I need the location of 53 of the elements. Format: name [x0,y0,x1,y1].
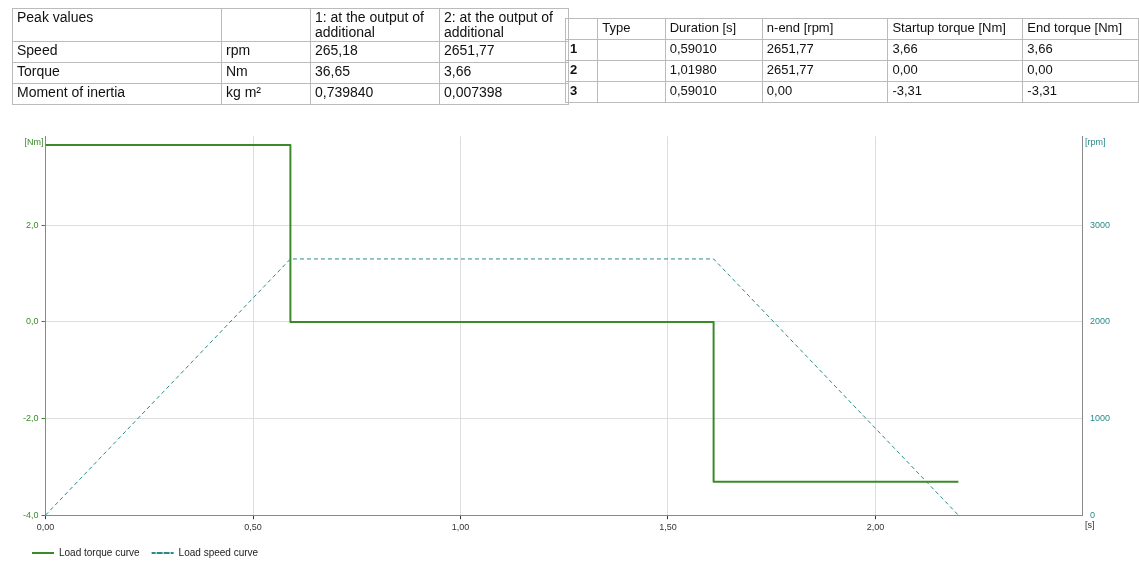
text: 3,66 [439,62,569,84]
text: Moment of inertia [12,83,222,105]
text: 3,66 [887,39,1023,61]
text: 36,65 [310,62,440,84]
text: 2: at the output of additional [439,8,569,42]
text: 0,59010 [665,81,763,103]
text: 1: at the output of additional [310,8,440,42]
text: Startup torque [Nm] [887,18,1023,40]
text: -3,31 [1022,81,1139,103]
y2-tick-label: 2000 [1089,316,1111,327]
y2-tick-label: 3000 [1089,219,1111,230]
text: 1,01980 [665,60,763,82]
text: Type [597,18,666,40]
y-tick-label: -2,0 [22,413,39,424]
text: kg m² [221,83,311,105]
y2-tick-label: 0 [1089,509,1095,520]
text: 0,00 [887,60,1023,82]
text: n-end [rpm] [762,18,888,40]
text: rpm [221,41,311,63]
y2-tick-label: 1000 [1089,413,1111,424]
text: 2 [565,60,598,82]
text: 1 [565,39,598,61]
text: 0,007398 [439,83,569,105]
legend-label: Load torque curve [59,546,141,558]
text: Duration [s] [665,18,763,40]
x-tick-label: 0,50 [244,522,262,533]
text: -3,31 [887,81,1023,103]
text: 2651,77 [762,60,888,82]
x-tick-label: 2,00 [866,522,885,533]
x-tick-label: 1,00 [451,522,470,533]
text: 0,00 [762,81,888,103]
y-tick-label: 0,0 [25,316,39,327]
text: 0,739840 [310,83,440,105]
text: End torque [Nm] [1022,18,1139,40]
text: 2651,77 [439,41,569,63]
x-axis-title: [s] [1084,520,1095,531]
text: 3,66 [1022,39,1139,61]
text: Speed [12,41,222,63]
text: Torque [12,62,222,84]
y-tick-label: -4,0 [22,509,39,520]
x-tick-label: 0,00 [36,522,55,533]
y-tick-label: 2,0 [25,219,39,230]
text: 0,59010 [665,39,763,61]
text: 265,18 [310,41,440,63]
text: 2651,77 [762,39,888,61]
legend-label: Load speed curve [178,546,259,558]
x-tick-label: 1,50 [659,522,677,533]
text: Peak values [12,8,222,42]
text: 0,00 [1022,60,1139,82]
y2-axis-title: [rpm] [1084,137,1106,148]
text: 3 [565,81,598,103]
y-axis-title: [Nm] [24,137,44,148]
text: Nm [221,62,311,84]
